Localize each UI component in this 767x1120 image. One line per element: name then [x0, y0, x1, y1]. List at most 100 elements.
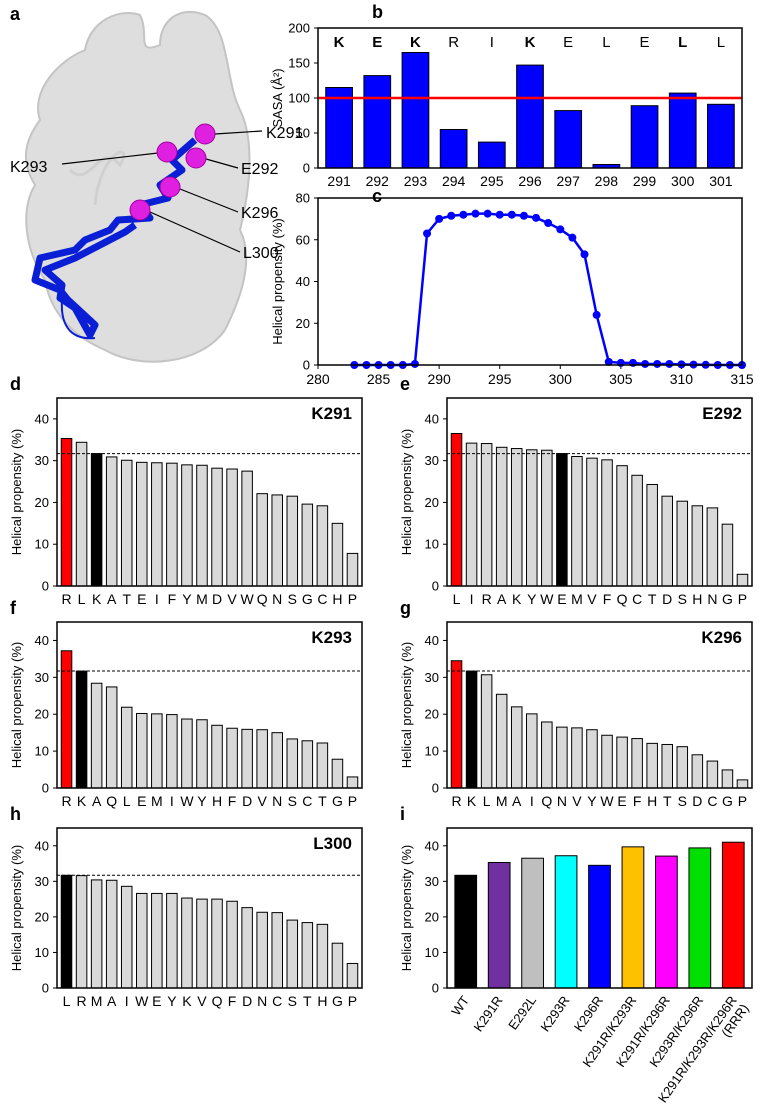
bar	[286, 919, 299, 989]
residue-label: E	[640, 34, 650, 51]
residue-label: E	[372, 34, 382, 51]
x-tick-label: N	[272, 591, 282, 607]
y-tick-label: 80	[296, 191, 310, 206]
point	[447, 211, 456, 220]
y-tick-label: 20	[425, 495, 439, 510]
x-tick-label: P	[348, 793, 357, 809]
residue-label: E292	[241, 161, 278, 178]
x-tick-label: H	[317, 993, 327, 1009]
bar	[316, 923, 329, 989]
x-tick-label: F	[228, 993, 237, 1009]
x-tick-label: K	[182, 993, 192, 1009]
leader-line	[214, 130, 263, 135]
bar	[630, 105, 659, 169]
x-tick-label: C	[707, 793, 717, 809]
y-tick-label: 0	[42, 981, 49, 996]
y-tick-label: 30	[35, 670, 49, 685]
bar	[541, 449, 553, 587]
y-tick-label: 40	[35, 411, 49, 426]
y-tick-label: 50	[296, 126, 310, 141]
bar	[691, 754, 704, 789]
bar	[211, 724, 223, 789]
bar	[301, 922, 314, 989]
x-tick-label: 299	[633, 173, 657, 189]
residue-sphere	[156, 141, 178, 163]
loop	[60, 299, 96, 340]
bar	[90, 879, 103, 989]
plot-frame	[446, 827, 753, 989]
bar	[151, 892, 163, 989]
x-tick-label: C	[632, 591, 642, 607]
x-tick-label: 310	[670, 371, 694, 387]
bar	[105, 686, 118, 789]
y-axis-label: Helical propensity (%)	[399, 429, 414, 555]
x-tick-label: Q	[257, 591, 268, 607]
x-tick-label: M	[91, 993, 103, 1009]
x-tick-label: H	[332, 591, 342, 607]
line	[354, 212, 742, 367]
bar	[439, 129, 468, 169]
bar	[450, 660, 463, 789]
bar	[495, 446, 508, 587]
x-tick-label: E	[557, 591, 566, 607]
point	[580, 250, 589, 259]
bar	[211, 898, 223, 989]
bar	[241, 728, 253, 789]
bar	[480, 674, 493, 789]
x-tick-label: L	[483, 793, 491, 809]
bar	[346, 552, 359, 587]
x-tick-label: P	[738, 793, 747, 809]
x-tick-label: M	[196, 591, 208, 607]
y-tick-label: 20	[35, 707, 49, 722]
x-tick-label: Y	[182, 591, 192, 607]
residue-sphere	[129, 199, 151, 221]
residue-label: E	[563, 34, 573, 51]
x-tick-label: K	[92, 591, 102, 607]
bar	[120, 706, 133, 789]
y-tick-label: 150	[288, 56, 310, 71]
y-tick-label: 20	[425, 707, 439, 722]
bar	[90, 453, 103, 587]
chart-title: E292	[702, 404, 742, 423]
x-tick-label: G	[722, 793, 733, 809]
panel-label: f	[10, 598, 17, 618]
x-tick-label: C	[317, 591, 327, 607]
x-tick-label: 300	[671, 173, 695, 189]
x-tick-label: K296R	[571, 993, 606, 1034]
x-tick-label: F	[603, 591, 612, 607]
x-tick-label: R	[482, 591, 492, 607]
point	[665, 359, 674, 368]
residue-label: K296	[241, 205, 278, 222]
bar	[661, 495, 673, 587]
x-tick-label: W	[135, 993, 149, 1009]
x-tick-label: K	[512, 591, 522, 607]
x-tick-label: R	[451, 793, 461, 809]
bar	[661, 743, 673, 789]
residue-sphere	[159, 176, 181, 198]
x-tick-label: R	[61, 793, 71, 809]
x-tick-label: N	[257, 993, 267, 1009]
x-tick-label: S	[288, 591, 297, 607]
y-axis-label: Helical propensity (%)	[9, 642, 24, 768]
leader-line	[205, 158, 239, 169]
y-tick-label: 0	[432, 579, 439, 594]
x-tick-label: G	[722, 591, 733, 607]
y-tick-label: 20	[35, 909, 49, 924]
bar	[301, 740, 314, 789]
residue-label: R	[448, 34, 459, 51]
bar	[136, 712, 148, 789]
y-tick-label: 60	[296, 232, 310, 247]
x-tick-label: V	[227, 591, 237, 607]
bar	[331, 758, 344, 789]
x-tick-label: N	[707, 591, 717, 607]
bar	[706, 760, 719, 789]
x-tick-label: S	[678, 591, 687, 607]
bar	[571, 455, 583, 587]
point	[519, 211, 528, 220]
bar	[588, 864, 611, 989]
panel-label: a	[10, 4, 21, 24]
x-tick-label: D	[242, 793, 252, 809]
bar	[226, 727, 238, 789]
leader-line	[149, 211, 241, 253]
chart-title: K291	[311, 404, 352, 423]
